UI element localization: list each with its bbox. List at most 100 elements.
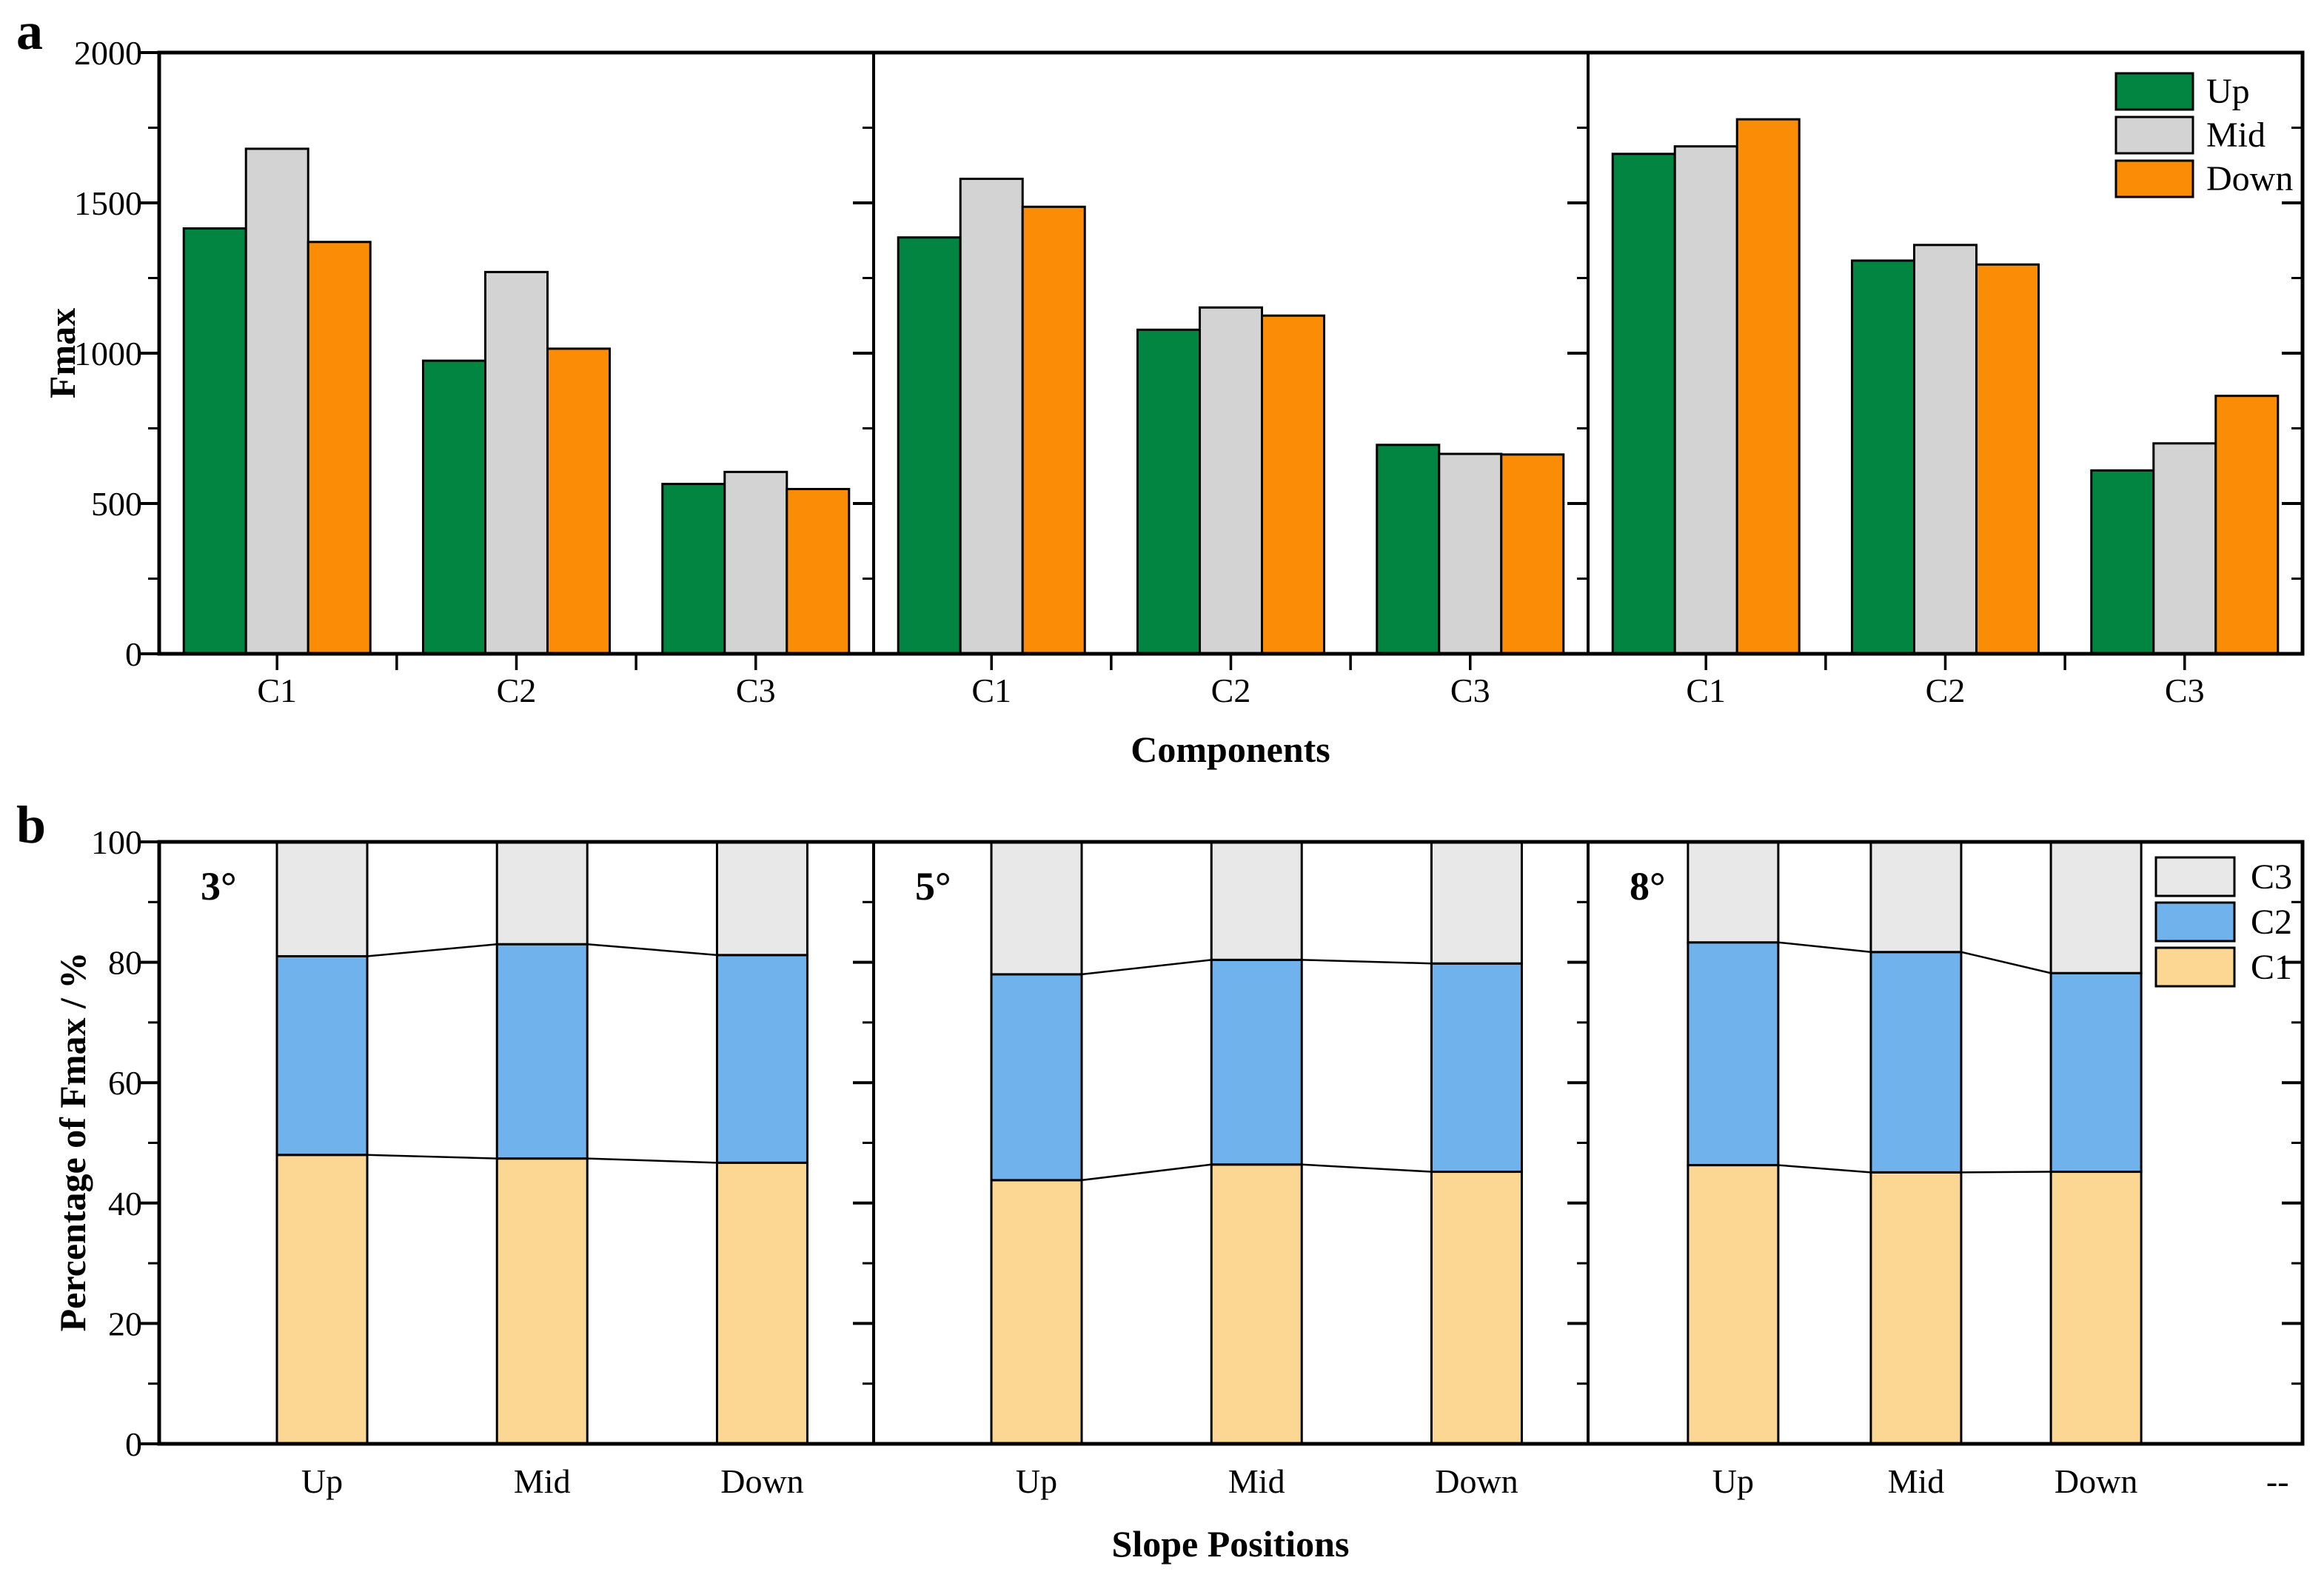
- x-tick-label: C1: [257, 672, 297, 709]
- bar-down-c2: [1261, 314, 1325, 655]
- bar-down-c3: [2214, 395, 2280, 655]
- bar-segment-c2-down: [715, 954, 808, 1164]
- bar-segment-c2-mid: [495, 943, 589, 1160]
- bar-up-c1: [182, 227, 247, 655]
- y-tick-label: 500: [91, 485, 142, 523]
- connector-line-c1: [587, 1157, 717, 1164]
- x-tick-label: C1: [1686, 672, 1726, 709]
- y-tick-label: 60: [108, 1064, 142, 1102]
- y-tick-label: 40: [108, 1185, 142, 1222]
- legend-swatch-c1: [2154, 946, 2236, 988]
- bar-segment-c1-up: [1687, 1164, 1780, 1445]
- plot-border: [157, 840, 2305, 1446]
- slope-angle-label: 3°: [201, 864, 237, 909]
- bar-segment-c3-down: [1430, 840, 1523, 965]
- bar-segment-c3-mid: [1869, 840, 1963, 954]
- x-tick-label: Mid: [1228, 1462, 1285, 1500]
- x-tick-label: Down: [2055, 1462, 2137, 1500]
- panel-b-x-axis-title: Slope Positions: [1111, 1523, 1350, 1565]
- bar-down-c1: [1021, 205, 1086, 655]
- bar-segment-c2-mid: [1869, 951, 1963, 1174]
- slope-angle-label: 8°: [1630, 864, 1666, 909]
- bar-mid-c3: [2152, 442, 2217, 655]
- bar-mid-c2: [1199, 306, 1263, 655]
- x-tick-label: Up: [1016, 1462, 1057, 1500]
- bar-segment-c2-down: [1430, 962, 1523, 1174]
- bar-up-c3: [661, 483, 726, 655]
- connector-line-c2: [1960, 951, 2052, 974]
- legend-swatch-c2: [2154, 901, 2236, 943]
- bar-segment-c1-mid: [1210, 1163, 1303, 1445]
- legend-label-mid: Mid: [2206, 116, 2266, 155]
- bar-mid-c3: [1438, 452, 1503, 655]
- x-tick-label: C3: [2165, 672, 2205, 709]
- x-tick-label: Down: [1435, 1462, 1518, 1500]
- bar-segment-c3-up: [990, 840, 1083, 976]
- bar-down-c2: [1975, 263, 2040, 655]
- legend-label-down: Down: [2206, 159, 2293, 198]
- bar-segment-c3-up: [1687, 840, 1780, 944]
- bar-mid-c1: [244, 147, 309, 655]
- x-tick-label-extra: --: [2266, 1462, 2289, 1500]
- bar-segment-c1-down: [2049, 1171, 2143, 1445]
- bar-segment-c1-up: [275, 1154, 369, 1445]
- connector-line-c2: [1302, 959, 1432, 965]
- bar-up-c2: [422, 359, 486, 655]
- plot-border: [157, 50, 2305, 656]
- bar-segment-c3-mid: [1210, 840, 1303, 961]
- connector-line-c1: [1302, 1163, 1432, 1173]
- x-tick-label: C2: [497, 672, 537, 709]
- x-tick-label: C2: [1211, 672, 1251, 709]
- y-tick-label: 80: [108, 944, 142, 982]
- y-tick-label: 100: [91, 823, 142, 861]
- bar-mid-c2: [484, 270, 549, 655]
- bar-mid-c3: [723, 470, 788, 655]
- legend-label-c3: C3: [2251, 857, 2292, 897]
- bar-segment-c2-up: [1687, 941, 1780, 1167]
- panel-b-chart: Up Mid Down 3° Up Mid Down 5° Up Mid Down 8° -- 0 20 40…: [91, 823, 2305, 1500]
- bar-up-c1: [1611, 153, 1676, 655]
- x-tick-label: Up: [301, 1462, 343, 1500]
- bar-up-c3: [2090, 469, 2155, 655]
- legend-label-c1: C1: [2251, 948, 2292, 987]
- bar-segment-c1-down: [715, 1161, 808, 1445]
- x-tick-label: C3: [1450, 672, 1490, 709]
- bar-mid-c1: [1673, 145, 1738, 655]
- y-tick-label: 1000: [74, 335, 142, 372]
- bar-down-c1: [307, 241, 372, 655]
- connector-line-c2: [1778, 941, 1872, 954]
- connector-line-c2: [1081, 959, 1212, 976]
- bar-mid-c2: [1913, 244, 1978, 655]
- bar-segment-c1-mid: [1869, 1171, 1963, 1445]
- legend-swatch-c3: [2154, 856, 2236, 897]
- bar-segment-c3-mid: [495, 840, 589, 946]
- bar-segment-c2-up: [275, 954, 369, 1157]
- connector-line-c1: [366, 1154, 498, 1160]
- legend-swatch-mid: [2114, 116, 2194, 155]
- panel-a-chart: C1 C2 C3 C1 C2 C3 C1 C2 C3 0 500 1000 1500 2000 Up Mid D…: [74, 34, 2305, 709]
- connector-line-c2: [366, 943, 498, 957]
- connector-line-c1: [1960, 1171, 2052, 1174]
- panel-a-letter: a: [16, 1, 43, 61]
- bar-down-c1: [1735, 118, 1801, 655]
- y-tick-label: 20: [108, 1305, 142, 1342]
- y-tick-label: 0: [125, 1425, 142, 1463]
- x-tick-label: Down: [720, 1462, 803, 1500]
- bar-up-c2: [1136, 328, 1201, 655]
- bar-segment-c2-down: [2049, 971, 2143, 1174]
- connector-line-c2: [587, 943, 717, 957]
- bar-segment-c1-up: [990, 1179, 1083, 1445]
- connector-line-c1: [1081, 1163, 1212, 1182]
- panel-b-letter: b: [16, 795, 47, 854]
- bar-down-c3: [786, 488, 851, 655]
- bar-up-c1: [897, 236, 962, 655]
- bar-down-c2: [546, 347, 611, 655]
- bar-up-c3: [1376, 444, 1441, 655]
- bar-segment-c2-mid: [1210, 958, 1303, 1166]
- x-tick-label: Up: [1712, 1462, 1754, 1500]
- x-tick-label: Mid: [514, 1462, 571, 1500]
- bar-segment-c1-mid: [495, 1157, 589, 1445]
- y-tick-label: 0: [125, 635, 142, 673]
- x-tick-label: Mid: [1888, 1462, 1945, 1500]
